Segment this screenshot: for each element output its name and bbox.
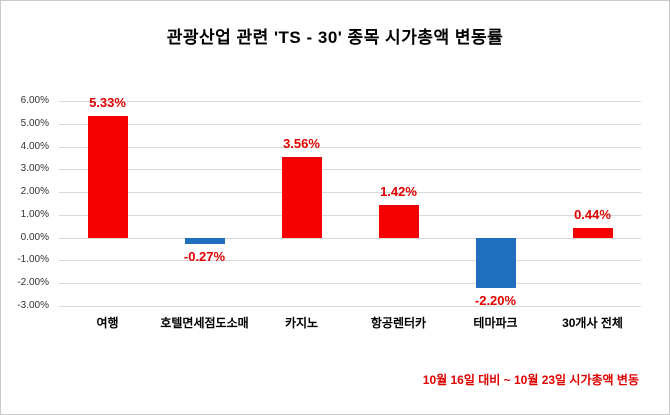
y-tick-label: -3.00% (17, 300, 49, 311)
y-tick-label: 0.00% (20, 231, 49, 243)
gridline (59, 101, 641, 102)
bar-테마파크 (475, 237, 516, 288)
value-label: -2.20% (474, 292, 517, 308)
gridline (59, 237, 641, 239)
y-tick-label: 1.00% (20, 208, 49, 220)
gridline (59, 260, 641, 262)
y-axis: 6.00% 5.00% 4.00% 3.00% 2.00% 1.00% 0.00% -1.00… (1, 95, 55, 311)
y-tick-label: 4.00% (20, 140, 49, 152)
category-label: 여행 (96, 316, 119, 330)
bar-30개사 전체 (572, 227, 613, 238)
bar-호텔면세점도소매 (184, 237, 225, 244)
y-tick-label: -1.00% (17, 254, 49, 266)
bar-카지노 (281, 156, 322, 238)
y-tick-label: 2.00% (20, 186, 49, 198)
gridline (59, 169, 641, 171)
gridline (59, 306, 641, 307)
gridline (59, 123, 641, 125)
bar-항공렌터카 (378, 205, 419, 238)
category-label: 테마파크 (473, 316, 518, 330)
value-label: 1.42% (380, 184, 417, 200)
x-axis-labels: 여행 호텔면세점도소매 카지노 항공렌터카 테마파크 30개사 전체 (59, 314, 641, 331)
y-tick-label: 5.00% (20, 117, 49, 129)
footnote: 10월 16일 대비 ~ 10월 23일 시가총액 변동 (422, 373, 639, 387)
gridline (59, 214, 641, 216)
gridline (59, 146, 641, 148)
category-label: 30개사 전체 (562, 316, 623, 330)
y-tick-label: 6.00% (20, 95, 49, 106)
value-label: 0.44% (574, 206, 611, 222)
category-label: 호텔면세점도소매 (160, 316, 249, 330)
chart-title: 관광산업 관련 'TS - 30' 종목 시가총액 변동률 (166, 28, 504, 47)
bar-여행 (87, 116, 128, 238)
category-label: 카지노 (284, 316, 319, 330)
y-tick-label: 3.00% (20, 163, 49, 175)
category-label: 항공렌터카 (370, 316, 427, 330)
gridline (59, 283, 641, 285)
value-label: 5.33% (89, 95, 126, 111)
y-tick-label: -2.00% (17, 277, 49, 289)
value-label: -0.27% (183, 248, 226, 264)
value-label: 3.56% (283, 135, 320, 151)
gridline (59, 192, 641, 194)
plot-area: 5.33% -0.27% 3.56% 1.42% -2.20% 0.44% (59, 95, 641, 308)
